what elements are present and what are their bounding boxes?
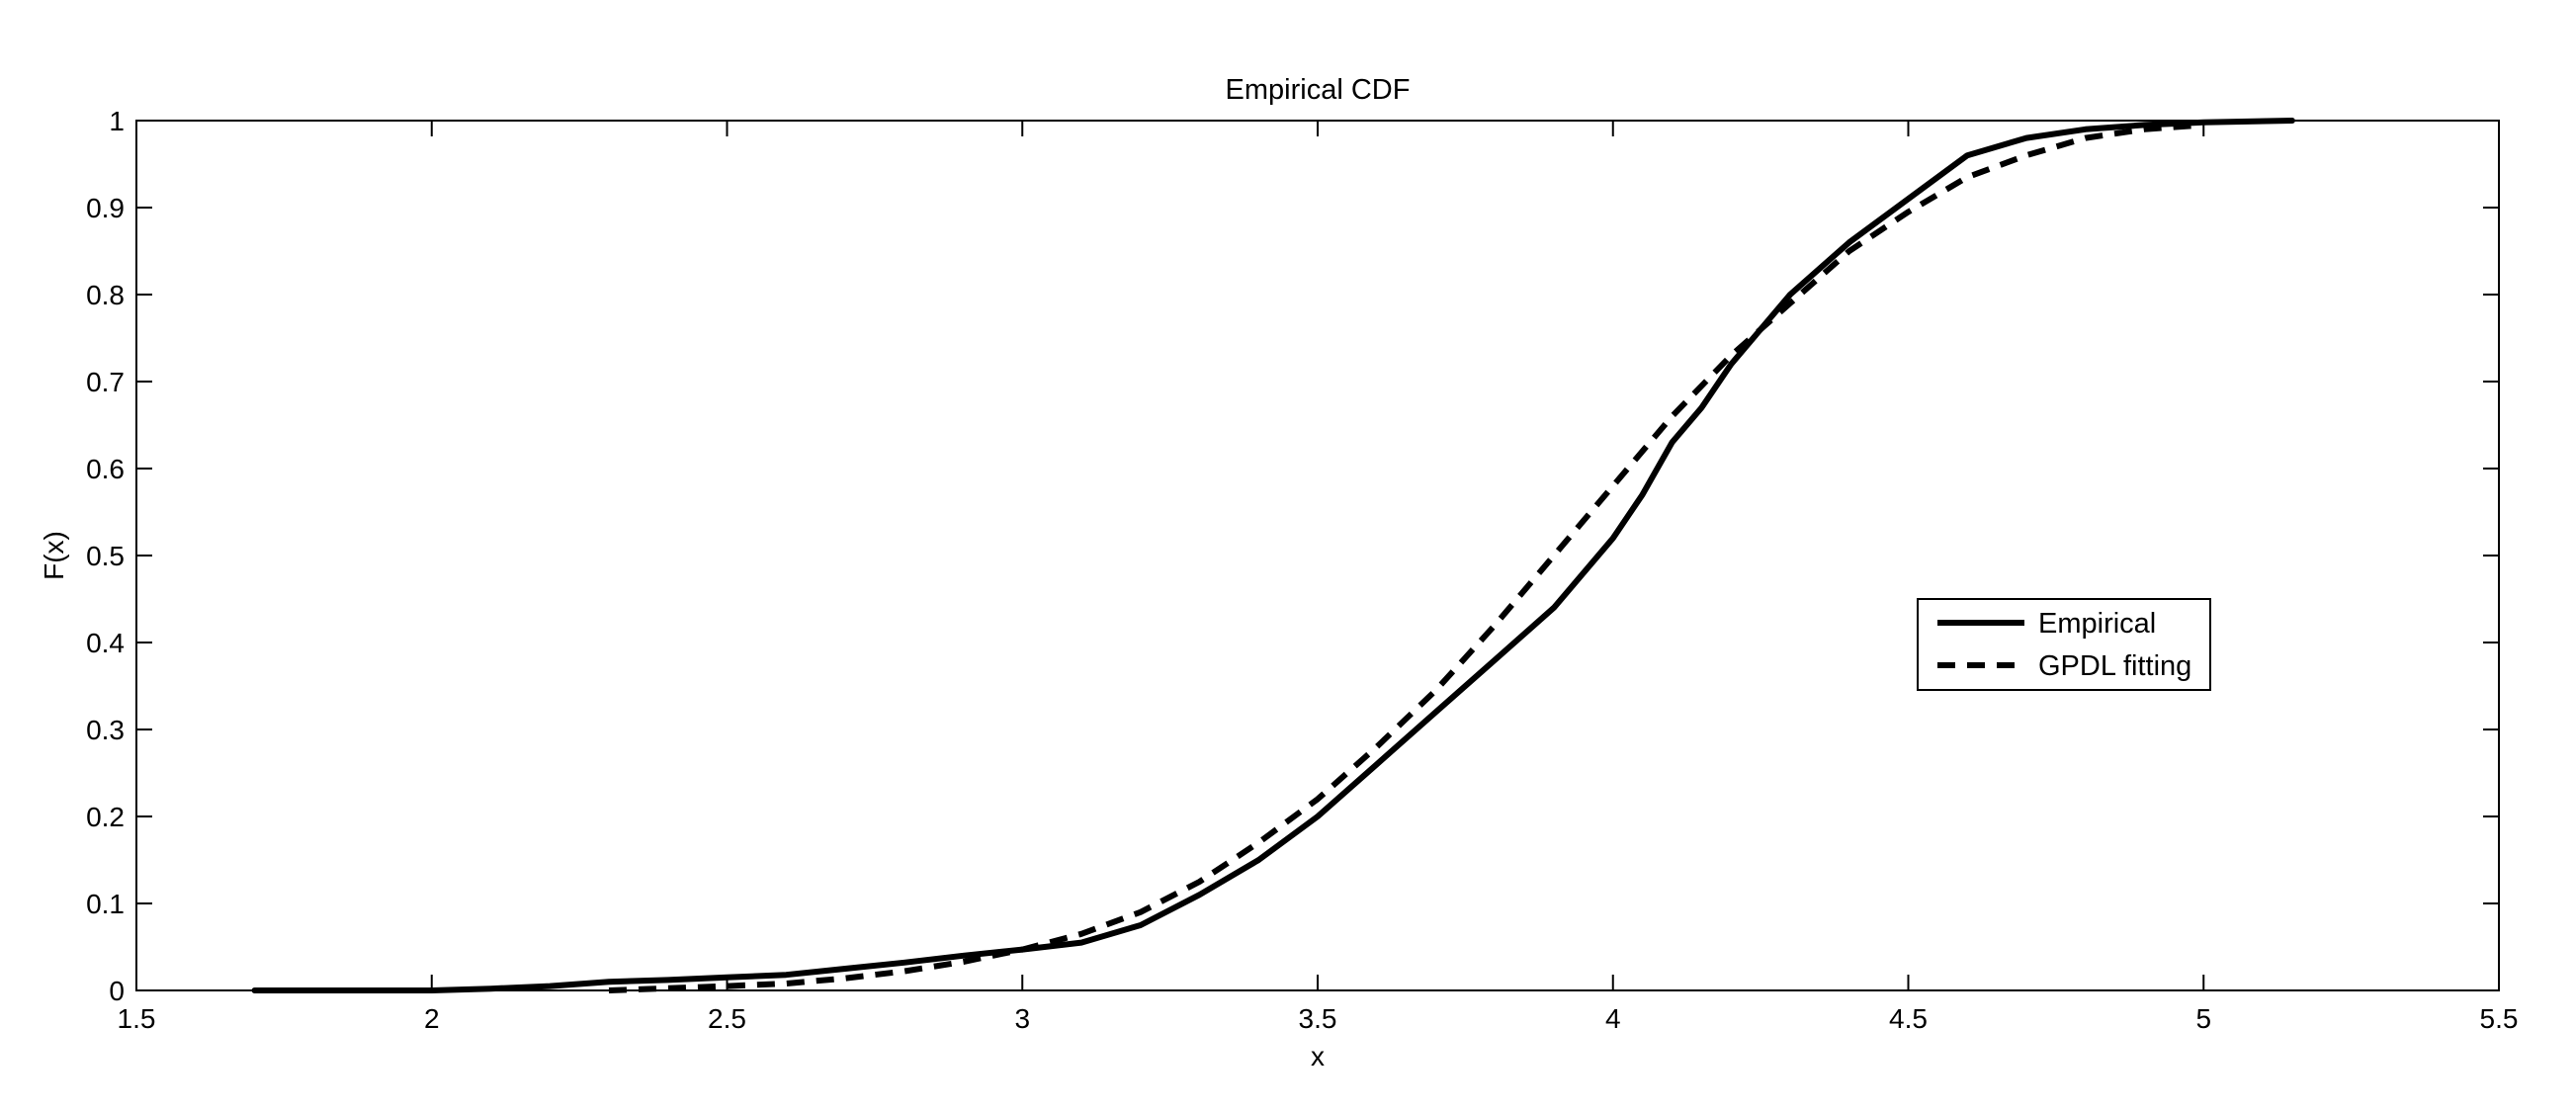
series-line-gpdl-fitting xyxy=(608,122,2204,993)
y-axis-ticks: 0 0.1 0.2 0.3 0.4 0.5 0.6 0.7 0.8 0.9 1 xyxy=(86,106,2499,1006)
y-tick-label: 0.4 xyxy=(86,628,125,658)
x-tick-label: 4.5 xyxy=(1889,1003,1928,1034)
x-tick-label: 5.5 xyxy=(2480,1003,2519,1034)
x-tick-label: 4 xyxy=(1605,1003,1621,1034)
series-line-empirical xyxy=(251,118,2295,993)
y-tick-label: 0.8 xyxy=(86,280,125,310)
x-tick-label: 5 xyxy=(2195,1003,2211,1034)
y-tick-label: 0.6 xyxy=(86,454,125,484)
y-tick-label: 0.7 xyxy=(86,367,125,397)
legend-box xyxy=(1917,598,2211,691)
y-tick-label: 0.5 xyxy=(86,541,125,571)
y-tick-label: 0 xyxy=(109,976,125,1006)
legend-label-empirical: Empirical xyxy=(2038,608,2156,640)
plot-lines xyxy=(251,118,2295,993)
x-tick-label: 2.5 xyxy=(708,1003,746,1034)
y-axis-label: F(x) xyxy=(39,531,69,580)
legend: Empirical GPDL fitting xyxy=(1917,598,2211,691)
x-tick-label: 3.5 xyxy=(1299,1003,1337,1034)
x-axis-label: x xyxy=(1311,1041,1325,1071)
y-tick-label: 0.9 xyxy=(86,193,125,223)
y-tick-label: 1 xyxy=(109,106,125,136)
chart-title: Empirical CDF xyxy=(1226,74,1411,106)
y-tick-label: 0.1 xyxy=(86,889,125,919)
axes-frame xyxy=(135,120,2500,991)
y-tick-label: 0.3 xyxy=(86,715,125,745)
x-tick-label: 3 xyxy=(1014,1003,1030,1034)
x-tick-label: 2 xyxy=(424,1003,440,1034)
x-tick-label: 1.5 xyxy=(118,1003,156,1034)
x-axis-ticks: 1.5 2 2.5 3 3.5 4 4.5 5 5.5 xyxy=(118,121,2519,1034)
legend-label-gpdl-fitting: GPDL fitting xyxy=(2038,650,2191,682)
y-tick-label: 0.2 xyxy=(86,802,125,832)
